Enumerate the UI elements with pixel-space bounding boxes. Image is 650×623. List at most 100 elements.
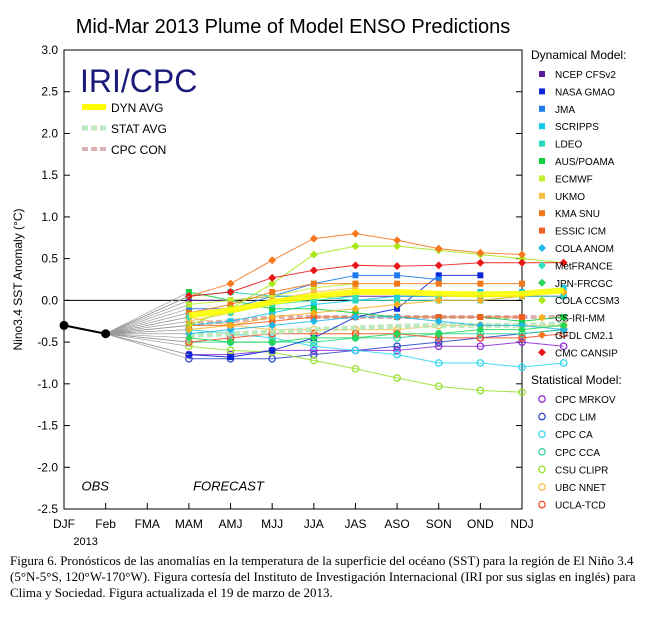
stat-model-line — [188, 345, 523, 393]
dyn-legend-label: MetFRANCE — [555, 261, 613, 272]
x-tick-label: JJA — [304, 517, 324, 531]
dyn-model-point — [394, 297, 401, 304]
stat-model-point — [393, 374, 401, 382]
dyn-legend-label: CS-IRI-MM — [555, 314, 605, 325]
figure-caption: Figura 6. Pronósticos de las anomalías e… — [10, 553, 636, 600]
fan-line — [105, 333, 189, 339]
stat-model-point — [393, 342, 401, 351]
dyn-model-line — [188, 291, 564, 331]
dyn-model-point — [560, 293, 567, 300]
y-tick-label: -0.5 — [37, 335, 58, 349]
observed-point — [59, 320, 69, 330]
dyn-legend-marker — [539, 192, 545, 199]
dyn-legend-marker — [539, 140, 545, 147]
dyn-model-point — [351, 304, 360, 313]
observed-line — [63, 324, 106, 335]
x-tick-label: AMJ — [219, 517, 243, 531]
dyn-model-point — [352, 297, 359, 304]
dyn-model-point — [393, 313, 402, 322]
y-tick-label: 2.0 — [41, 126, 58, 140]
stat-model-point — [309, 342, 318, 351]
dyn-legend-label: JMA — [555, 105, 575, 116]
stat-legend-label: CPC CA — [555, 430, 593, 441]
iri-cpc-logo: IRI/CPC — [80, 63, 197, 99]
x-tick-label: ASO — [384, 517, 409, 531]
chart-title: Mid-Mar 2013 Plume of Model ENSO Predict… — [76, 16, 511, 38]
dyn-model-point — [393, 329, 402, 338]
dyn-model-point — [226, 288, 235, 297]
stat-model-point — [434, 342, 443, 351]
dyn-legend-label: AUS/POAMA — [555, 157, 615, 168]
dyn-model-point — [393, 242, 402, 251]
avg-legend-label: CPC CON — [111, 143, 166, 157]
dyn-model-point — [352, 272, 359, 279]
stat-model-point — [434, 382, 443, 391]
dyn-legend-marker — [539, 123, 545, 130]
plot-frame — [63, 49, 523, 510]
dyn-model-point — [434, 317, 443, 326]
dyn-legend-marker — [539, 210, 545, 217]
dyn-legend-marker — [539, 175, 545, 182]
dyn-legend-label: COLA CCSM3 — [555, 296, 620, 307]
dyn-model-point — [476, 321, 485, 330]
dyn-model-point — [268, 338, 277, 347]
dyn-model-point — [477, 280, 484, 287]
fan-line — [105, 316, 189, 335]
dyn-model-point — [434, 296, 443, 305]
dyn-model-point — [352, 309, 359, 316]
x-tick-label: OND — [467, 517, 494, 531]
x-tick-label: SON — [426, 517, 452, 531]
dyn-model-point — [394, 293, 401, 300]
dyn-legend-marker — [538, 296, 546, 305]
stat-model-point — [518, 363, 526, 371]
dyn-model-point — [227, 301, 234, 308]
dyn-model-line — [188, 324, 564, 343]
dyn-model-point — [226, 325, 235, 334]
dyn-model-point — [268, 279, 277, 288]
fan-line — [105, 304, 190, 335]
dyn-model-point — [269, 293, 276, 300]
observed-point — [101, 329, 111, 339]
y-tick-label: 0.5 — [41, 252, 58, 266]
y-tick-label: 3.0 — [41, 43, 58, 57]
dyn-model-point — [435, 280, 442, 287]
fan-line — [105, 333, 189, 343]
dyn-model-point — [476, 258, 485, 267]
dyn-model-point — [518, 250, 526, 259]
dyn-legend-marker — [539, 71, 545, 77]
dyn-model-point — [393, 300, 402, 309]
dyn-model-point — [518, 325, 526, 334]
stat-legend-marker — [538, 412, 546, 421]
dyn-model-point — [560, 284, 567, 291]
stat-legend-marker — [538, 465, 546, 474]
dyn-model-point — [519, 280, 525, 287]
dyn-model-line — [188, 274, 481, 358]
stat-model-line — [188, 333, 564, 343]
dyn-legend-label: ESSIC ICM — [555, 227, 606, 238]
dyn-legend-marker — [539, 158, 545, 164]
fan-line — [105, 325, 189, 335]
avg-legend-label: STAT AVG — [111, 122, 167, 136]
x-tick-label: JAS — [344, 517, 366, 531]
dyn-model-point — [309, 308, 318, 317]
x-year-label: 2013 — [73, 536, 97, 548]
stat-model-point — [476, 342, 485, 351]
fan-line — [105, 312, 189, 335]
dyn-model-point — [352, 284, 359, 291]
dyn-model-point — [309, 317, 318, 326]
x-tick-label: NDJ — [510, 517, 533, 531]
stat-legend-label: CSU CLIPR — [555, 465, 608, 476]
dyn-model-point — [310, 301, 317, 308]
dyn-model-point — [393, 262, 402, 271]
y-tick-label: 0.0 — [41, 293, 58, 307]
stat-legend-label: UBC NNET — [555, 483, 606, 494]
stat-model-point — [518, 338, 526, 346]
x-tick-label: FMA — [135, 517, 160, 531]
dyn-model-point — [559, 325, 568, 334]
stat-model-point — [351, 346, 360, 355]
dyn-model-point — [310, 280, 317, 287]
x-tick-label: DJF — [53, 517, 75, 531]
dyn-model-point — [434, 329, 443, 338]
stat-model-point — [434, 338, 443, 346]
stat-model-line — [188, 329, 564, 360]
